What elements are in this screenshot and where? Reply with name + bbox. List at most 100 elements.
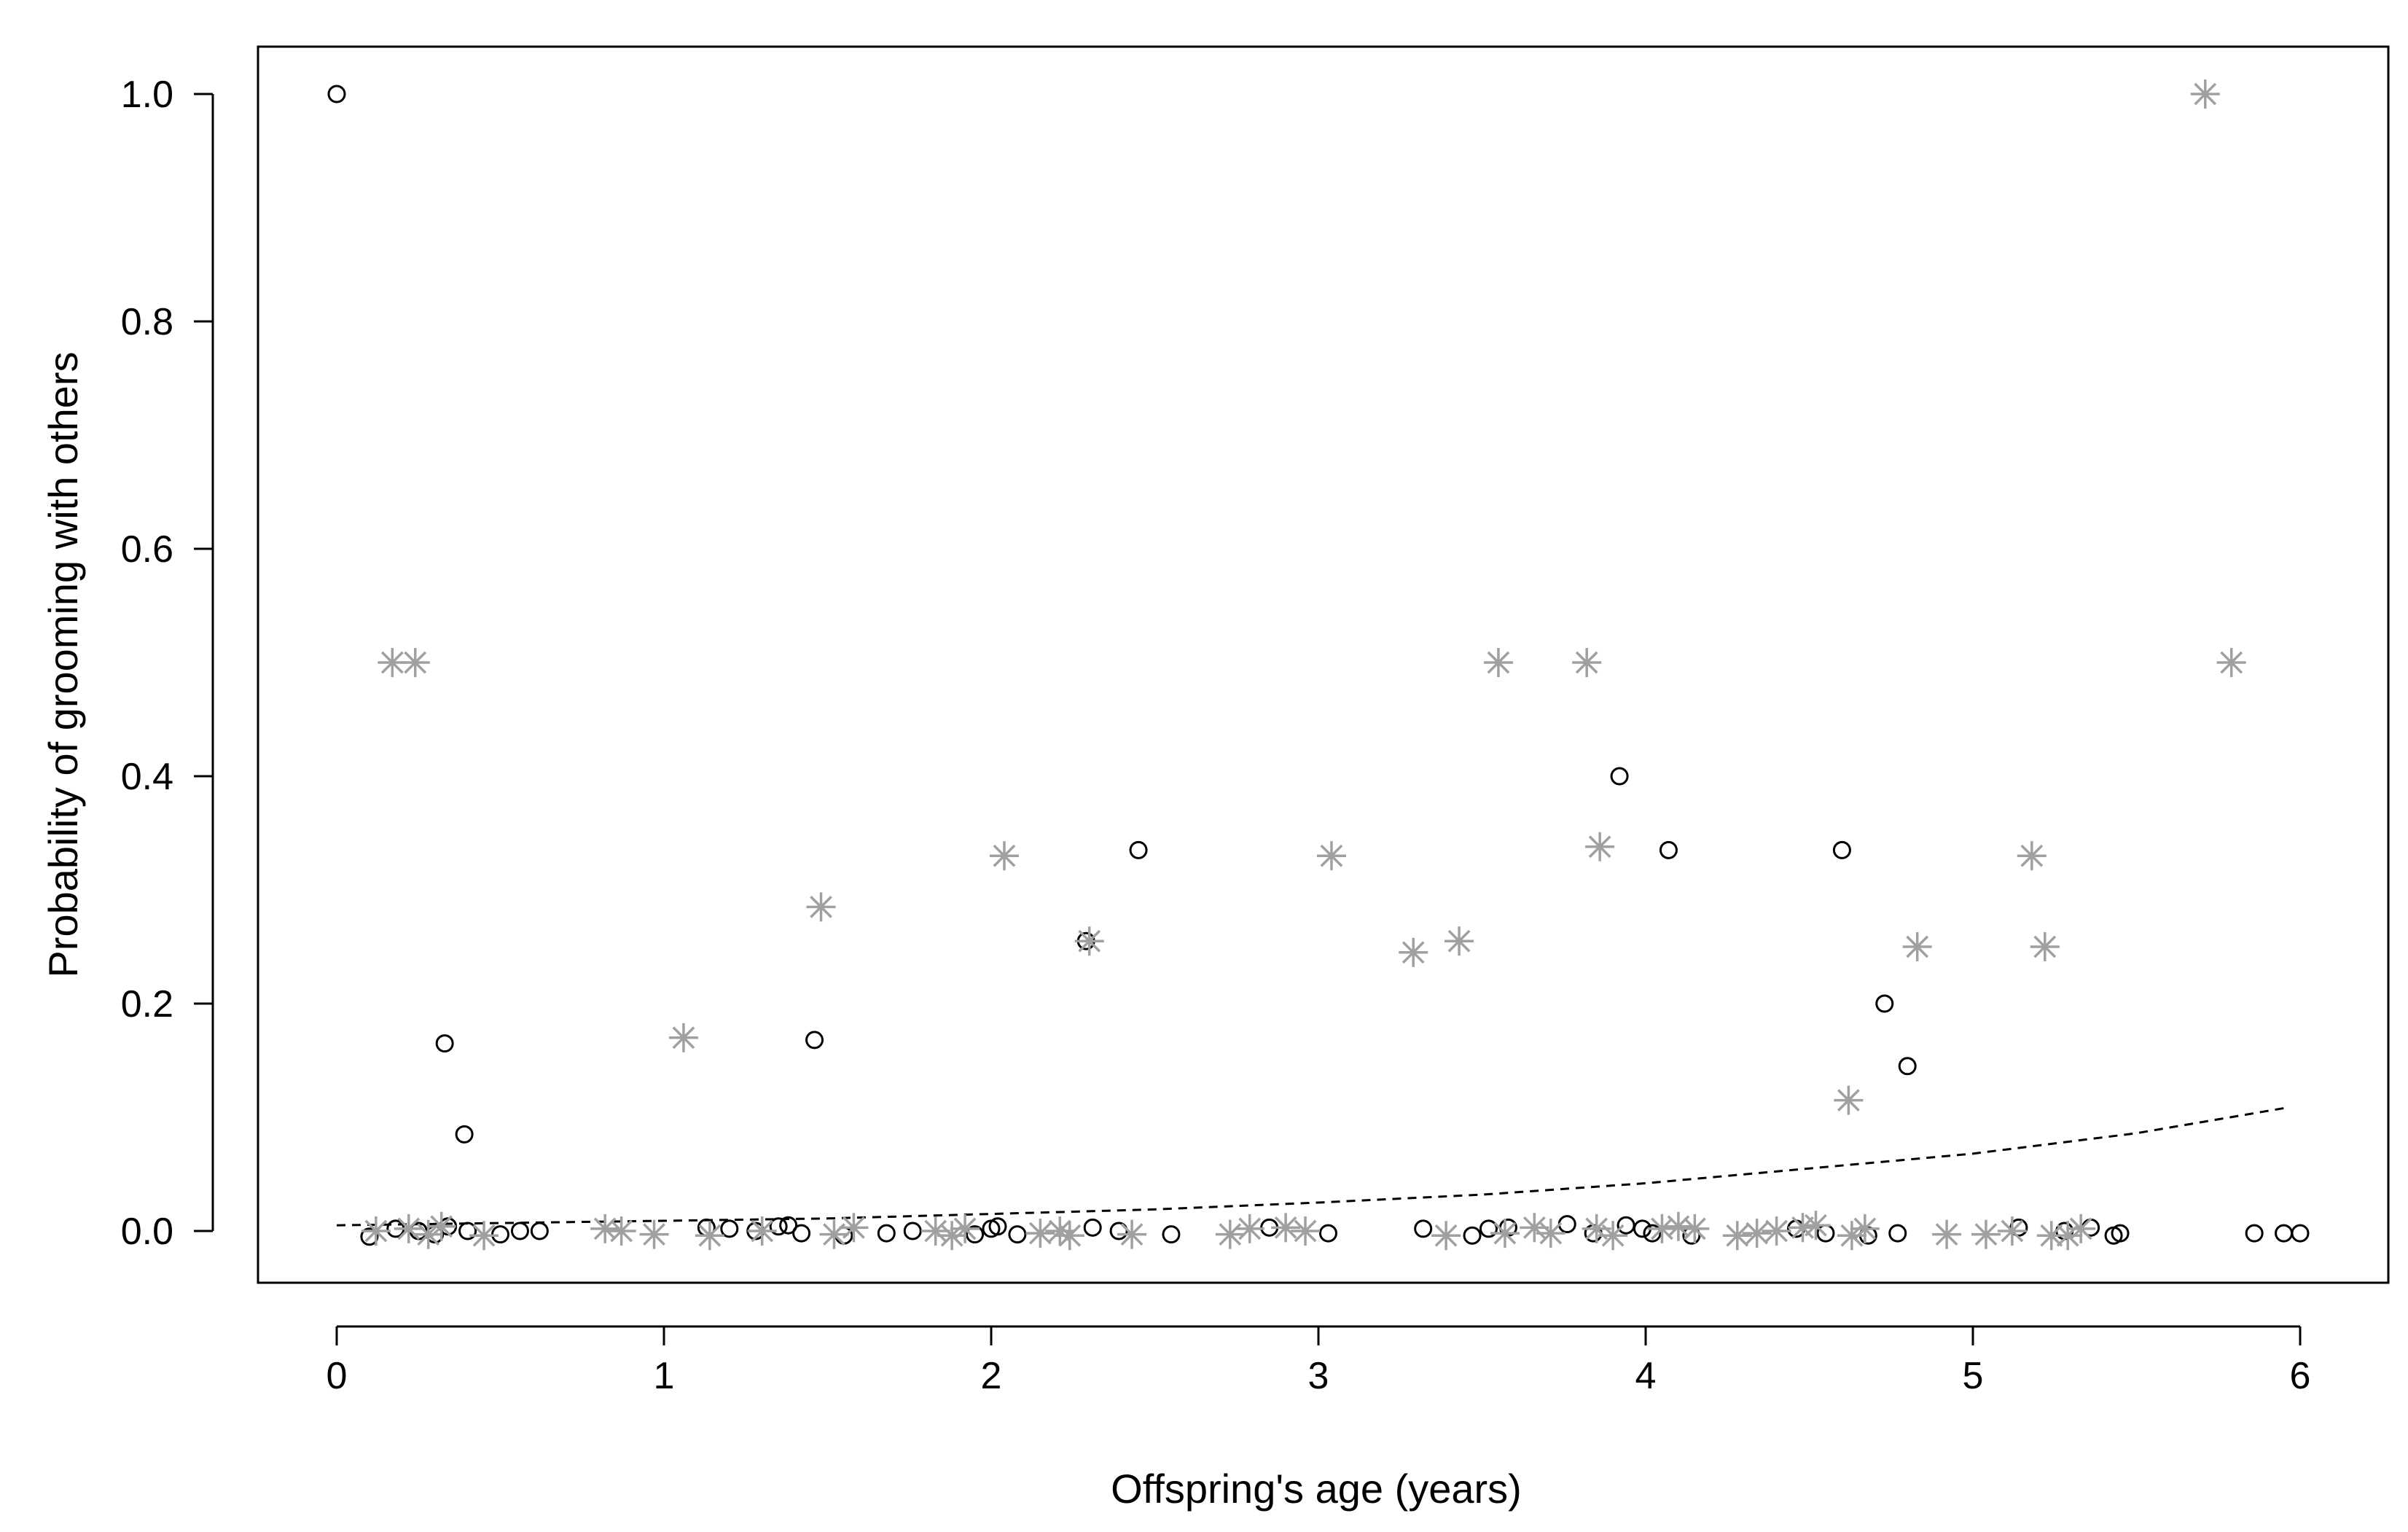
x-tick-label: 6 (2290, 1355, 2311, 1397)
star-point (426, 1211, 456, 1241)
circle-point (1162, 1225, 1181, 1244)
star-point (1850, 1214, 1880, 1243)
star-point (361, 1216, 391, 1246)
circle-point (1479, 1219, 1498, 1238)
star-point (2017, 841, 2047, 871)
star-point (839, 1213, 869, 1243)
circle-point (988, 1217, 1007, 1236)
circle-point (779, 1216, 798, 1235)
y-axis-title: Probability of grooming with others (40, 351, 86, 977)
circle-point (360, 1227, 379, 1246)
star-point (1598, 1221, 1628, 1251)
y-tick-label: 0.8 (121, 301, 173, 343)
circle-point (2009, 1218, 2028, 1237)
circle-point (2245, 1224, 2264, 1243)
circle-point (1129, 840, 1148, 859)
y-tick-label: 0.0 (121, 1211, 173, 1253)
star-point (1680, 1214, 1710, 1243)
circle-point (720, 1219, 739, 1238)
star-point (695, 1221, 724, 1251)
star-point (1215, 1219, 1245, 1249)
star-point (394, 1214, 423, 1243)
y-tick-label: 0.6 (121, 528, 173, 571)
trend-line-group (336, 1107, 2284, 1227)
circle-point (966, 1225, 985, 1244)
y-tick-label: 1.0 (121, 74, 173, 116)
star-point (2030, 932, 2060, 961)
star-point (469, 1221, 499, 1251)
star-point (1117, 1219, 1147, 1249)
x-tick-label: 4 (1635, 1355, 1657, 1397)
star-point (989, 841, 1019, 871)
circle-point (1816, 1224, 1835, 1243)
star-point (1445, 926, 1474, 956)
star-point (1932, 1219, 1962, 1249)
circle-point (1832, 840, 1851, 859)
star-point (806, 892, 836, 922)
star-point (1971, 1219, 2001, 1249)
circle-point (2111, 1224, 2130, 1243)
star-point (1490, 1219, 1520, 1248)
circle-point (769, 1217, 788, 1236)
circle-point (1610, 767, 1629, 786)
plot-frame (257, 45, 2390, 1284)
circle-point (2275, 1224, 2294, 1243)
star-point (1762, 1216, 1791, 1246)
circle-point (510, 1222, 529, 1240)
star-point (668, 1023, 698, 1052)
circle-point (1617, 1216, 1635, 1235)
star-point (1902, 932, 1932, 961)
trend-line (336, 1107, 2284, 1227)
star-point (1074, 926, 1104, 956)
circle-point (435, 1034, 454, 1053)
circle-point (805, 1031, 824, 1050)
circle-point (458, 1222, 477, 1240)
star-point (950, 1214, 980, 1243)
star-point (2216, 648, 2246, 677)
star-point (400, 648, 430, 677)
y-tick-label: 0.2 (121, 983, 173, 1025)
circle-point (1659, 840, 1678, 859)
circle-point (2291, 1224, 2310, 1243)
star-point (2190, 79, 2220, 109)
star-point (1536, 1219, 1565, 1248)
star-point (1431, 1221, 1461, 1251)
circle-point (1875, 994, 1894, 1013)
x-tick-label: 0 (327, 1355, 348, 1397)
circle-point (455, 1125, 474, 1144)
circle-point (903, 1222, 922, 1240)
circle-point (1898, 1057, 1917, 1076)
star-point (1997, 1216, 2027, 1246)
star-point (1235, 1214, 1264, 1243)
star-point (1271, 1213, 1301, 1243)
star-point (1316, 841, 1346, 871)
star-point (1834, 1085, 1864, 1115)
circle-point (1414, 1219, 1433, 1238)
y-tick-label: 0.4 (121, 756, 173, 798)
star-point (1801, 1211, 1831, 1240)
circle-point (1318, 1224, 1337, 1243)
x-tick-label: 3 (1308, 1355, 1329, 1397)
points-group (327, 79, 2310, 1251)
circle-point (877, 1224, 896, 1243)
star-point (639, 1219, 669, 1249)
x-axis-title: Offspring's age (years) (1111, 1466, 1522, 1512)
star-point (1742, 1219, 1772, 1248)
axes: 0 1 2 3 4 5 6 0.0 0.2 0.4 0.6 0.8 1.0 (121, 74, 2311, 1397)
x-tick-label: 1 (654, 1355, 675, 1397)
circle-point (1008, 1225, 1027, 1244)
circle-point (1643, 1224, 1662, 1243)
circle-point (530, 1222, 549, 1240)
circle-point (1083, 1218, 1102, 1237)
star-point (2066, 1214, 2096, 1243)
x-tick-label: 2 (981, 1355, 1002, 1397)
star-point (747, 1216, 777, 1246)
star-point (1025, 1219, 1055, 1248)
star-point (606, 1216, 636, 1246)
star-point (1572, 648, 1602, 677)
star-point (819, 1219, 849, 1249)
star-point (920, 1216, 950, 1246)
star-point (1722, 1221, 1752, 1251)
x-tick-label: 5 (1963, 1355, 1984, 1397)
